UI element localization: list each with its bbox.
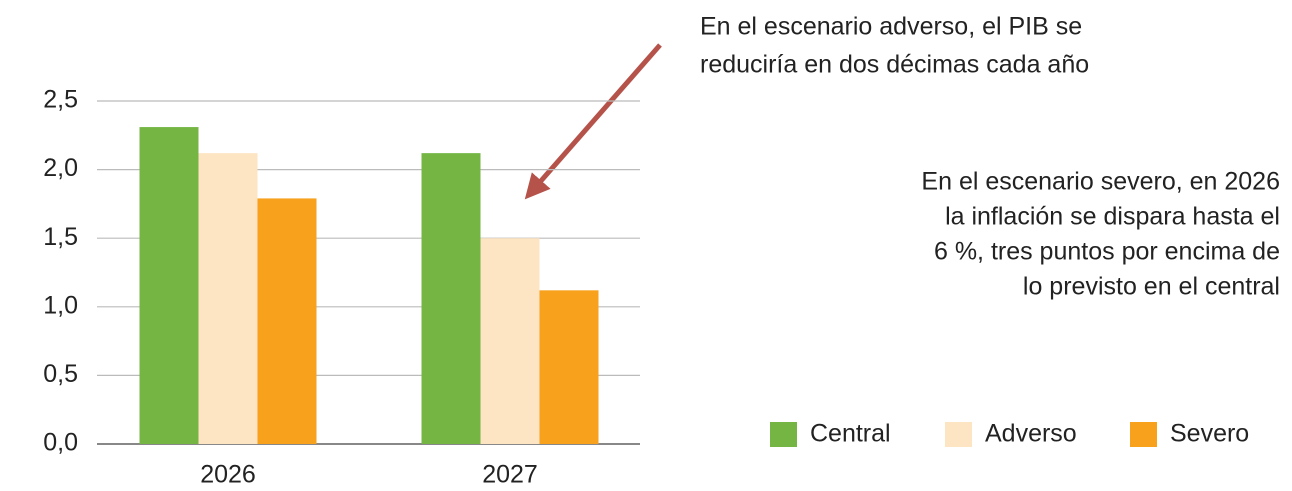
legend-label: Central — [810, 420, 891, 448]
bar — [139, 127, 199, 445]
y-tick-label: 2,0 — [43, 154, 78, 182]
annotation: 6 %, tres puntos por encima de — [934, 238, 1280, 266]
annotation: lo previsto en el central — [1023, 273, 1280, 301]
legend-label: Severo — [1170, 420, 1249, 448]
annotation: En el escenario severo, en 2026 — [921, 168, 1280, 196]
bar — [421, 153, 481, 445]
bar — [198, 153, 258, 445]
bar — [539, 290, 599, 444]
annotation: reduciría en dos décimas cada año — [700, 51, 1089, 79]
annotation: la inflación se dispara hasta el — [945, 203, 1280, 231]
bar — [257, 198, 317, 444]
y-tick-label: 0,0 — [43, 429, 78, 457]
x-tick-label: 2027 — [482, 461, 538, 489]
legend-swatch — [770, 422, 797, 447]
y-tick-label: 1,0 — [43, 291, 78, 319]
legend-swatch — [1130, 422, 1157, 447]
annotation: En el escenario adverso, el PIB se — [700, 13, 1082, 41]
y-tick-label: 0,5 — [43, 360, 78, 388]
bar — [480, 238, 540, 444]
legend-swatch — [945, 422, 972, 447]
arrow — [524, 43, 662, 200]
x-tick-label: 2026 — [200, 461, 256, 489]
y-tick-label: 1,5 — [43, 223, 78, 251]
y-tick-label: 2,5 — [43, 86, 78, 114]
legend-label: Adverso — [985, 420, 1077, 448]
